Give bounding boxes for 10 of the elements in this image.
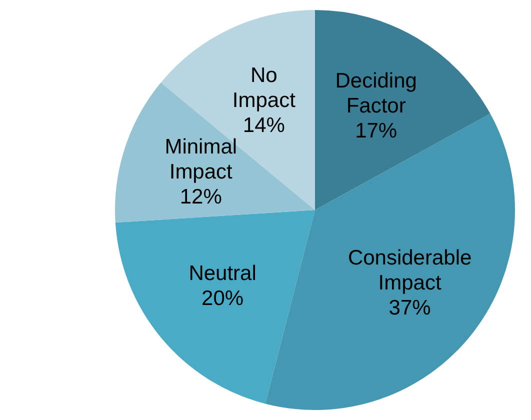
data-label: 17% [355,120,398,143]
slice-label: Considerable Impact [348,246,472,294]
slice-label: Deciding Factor [335,70,417,118]
slice-label: Neutral [188,262,256,285]
slice-label: Minimal Impact [164,136,238,184]
data-label: 37% [388,296,431,320]
slice-label: No Impact [232,64,296,112]
data-label: 20% [202,286,244,310]
data-label: 12% [180,186,222,209]
data-label: 14% [242,114,285,138]
